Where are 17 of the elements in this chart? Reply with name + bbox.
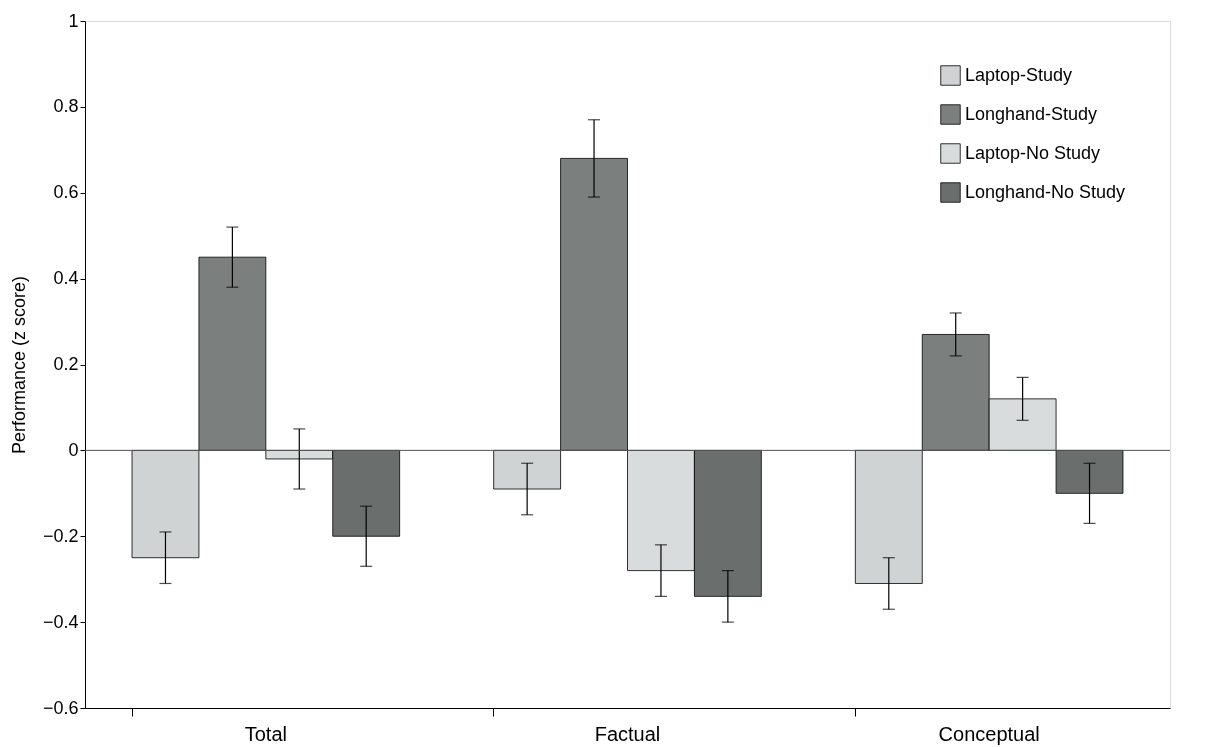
y-tick-label: −0.4 — [42, 611, 79, 632]
y-axis-title: Performance (z score) — [8, 275, 29, 455]
x-tick-label: Total — [244, 722, 287, 745]
y-tick-label: 0.6 — [53, 182, 79, 203]
y-tick-label: 0.4 — [53, 268, 79, 289]
legend-label: Longhand-No Study — [965, 181, 1126, 202]
y-tick-label: 0.2 — [53, 354, 79, 374]
y-tick-label: 1 — [68, 10, 79, 31]
legend-label: Laptop-No Study — [965, 142, 1101, 163]
x-tick-label: Conceptual — [938, 722, 1040, 745]
x-tick-label: Factual — [594, 722, 661, 745]
y-tick-label: −0.2 — [42, 525, 79, 546]
y-tick-label: 0.8 — [53, 96, 79, 117]
legend-label: Longhand-Study — [965, 103, 1098, 124]
legend-label: Laptop-Study — [965, 64, 1073, 85]
y-tick-label: −0.6 — [42, 697, 79, 718]
y-tick-label: 0 — [68, 439, 79, 460]
